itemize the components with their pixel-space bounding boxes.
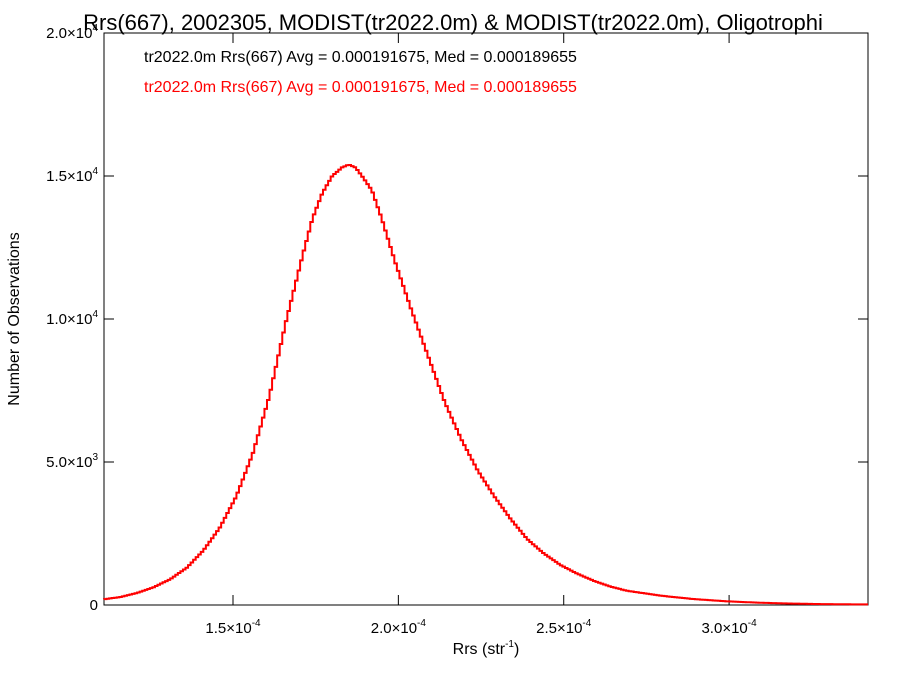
x-tick-label: 3.0×10-4 xyxy=(701,618,757,637)
y-tick-label: 2.0×104 xyxy=(46,23,98,42)
legend: tr2022.0m Rrs(667) Avg = 0.000191675, Me… xyxy=(144,49,577,96)
y-axis: 0 5.0×103 1.0×104 1.5×104 2.0×104 xyxy=(46,23,868,614)
y-tick-label: 5.0×103 xyxy=(46,452,98,471)
x-tick-label: 2.5×10-4 xyxy=(536,618,592,637)
x-axis-label: Rrs (str-1) xyxy=(453,639,520,658)
y-tick-label: 1.5×104 xyxy=(46,166,98,185)
legend-entry: tr2022.0m Rrs(667) Avg = 0.000191675, Me… xyxy=(144,79,577,96)
x-tick-label: 1.5×10-4 xyxy=(205,618,261,637)
x-axis: 1.5×10-4 2.0×10-4 2.5×10-4 3.0×10-4 xyxy=(205,33,757,637)
histogram-series-line xyxy=(103,164,868,606)
y-axis-label: Number of Observations xyxy=(6,232,23,405)
chart-title: Rrs(667), 2002305, MODIST(tr2022.0m) & M… xyxy=(83,10,823,35)
plot-frame xyxy=(103,32,869,606)
y-tick-label: 0 xyxy=(90,597,98,614)
legend-entry: tr2022.0m Rrs(667) Avg = 0.000191675, Me… xyxy=(144,49,577,66)
y-tick-label: 1.0×104 xyxy=(46,309,98,328)
x-tick-label: 2.0×10-4 xyxy=(371,618,427,637)
